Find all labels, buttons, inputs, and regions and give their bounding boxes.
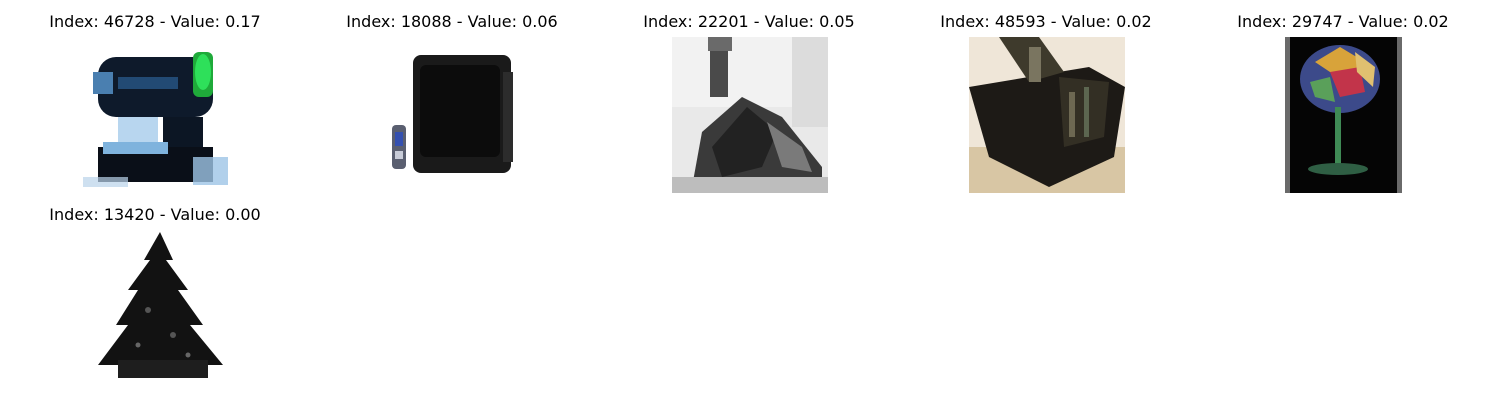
- grid-cell: Index: 22201 - Value: 0.05: [594, 0, 894, 193]
- grid-cell: Index: 29747 - Value: 0.02: [1188, 0, 1488, 193]
- dark-pine-tree-thumbnail: [78, 230, 234, 386]
- grid-cell: Index: 18088 - Value: 0.06: [297, 0, 597, 193]
- image-title: Index: 46728 - Value: 0.17: [49, 12, 261, 31]
- image-title: Index: 13420 - Value: 0.00: [49, 205, 261, 224]
- projector-light-fixture-thumbnail: [78, 37, 234, 193]
- grid-cell: Index: 48593 - Value: 0.02: [891, 0, 1191, 193]
- grayscale-locomotive-thumbnail: [672, 37, 828, 193]
- image-title: Index: 22201 - Value: 0.05: [643, 12, 855, 31]
- image-title: Index: 48593 - Value: 0.02: [940, 12, 1152, 31]
- television-with-remote-thumbnail: [375, 37, 531, 193]
- stained-glass-lamp-thumbnail: [1285, 37, 1402, 193]
- grid-cell: Index: 46728 - Value: 0.17: [0, 0, 300, 193]
- dark-box-object-thumbnail: [969, 37, 1125, 193]
- grid-cell: Index: 13420 - Value: 0.00: [0, 193, 300, 386]
- image-title: Index: 29747 - Value: 0.02: [1237, 12, 1449, 31]
- image-title: Index: 18088 - Value: 0.06: [346, 12, 558, 31]
